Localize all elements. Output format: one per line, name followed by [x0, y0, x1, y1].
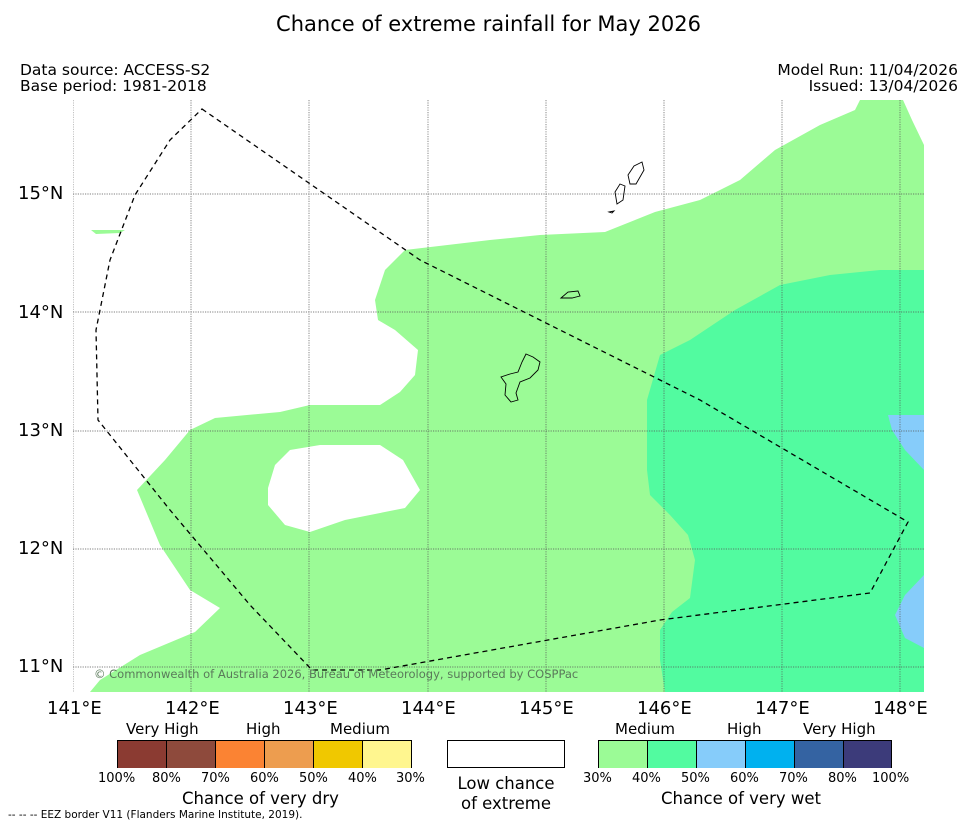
low-chance-title: Low chance of extreme — [447, 774, 565, 814]
lon-tick-143: 143°E — [283, 698, 338, 719]
island-aguijan — [607, 210, 616, 214]
copyright-text: © Commonwealth of Australia 2026, Bureau… — [94, 667, 579, 681]
lon-tick-142: 142°E — [165, 698, 220, 719]
dry-tick-60: 60% — [250, 771, 279, 786]
wet-colorbar — [598, 740, 892, 768]
header-left: Data source: ACCESS-S2 Base period: 1981… — [20, 62, 210, 94]
wet-swatch-5 — [795, 741, 844, 768]
dry-swatch-5 — [314, 741, 363, 768]
wet-tick-70: 70% — [779, 771, 808, 786]
footnote: -- -- -- EEZ border V11 (Flanders Marine… — [8, 809, 303, 821]
map-plot-area — [73, 100, 924, 692]
model-run: Model Run: 11/04/2026 — [777, 61, 958, 79]
data-source: Data source: ACCESS-S2 — [20, 61, 211, 79]
wet-tick-60: 60% — [730, 771, 759, 786]
lat-tick-14: 14°N — [18, 302, 64, 323]
low-chance-box — [447, 740, 565, 768]
island-rota — [559, 290, 581, 299]
dry-colorbar — [117, 740, 412, 768]
lat-tick-13: 13°N — [18, 420, 64, 441]
wet-tick-30: 30% — [583, 771, 612, 786]
dry-tick-80: 80% — [152, 771, 181, 786]
islands — [500, 161, 645, 403]
lon-tick-144: 144°E — [401, 698, 456, 719]
header-right: Model Run: 11/04/2026 Issued: 13/04/2026 — [777, 62, 958, 94]
island-tinian — [614, 183, 626, 205]
page-title: Chance of extreme rainfall for May 2026 — [276, 12, 701, 36]
region-small-strip — [91, 230, 125, 234]
base-period: Base period: 1981-2018 — [20, 77, 207, 95]
low-chance-line2: of extreme — [460, 794, 552, 813]
wet-tick-40: 40% — [632, 771, 661, 786]
dry-label-high: High — [246, 720, 281, 738]
wet-swatch-3 — [697, 741, 746, 768]
island-saipan — [627, 161, 645, 185]
region-low-wedge — [903, 100, 924, 145]
dry-tick-40: 40% — [348, 771, 377, 786]
wet-label-medium: Medium — [615, 720, 675, 738]
eez-border — [95, 108, 909, 671]
wet-tick-50: 50% — [681, 771, 710, 786]
lon-tick-147: 147°E — [755, 698, 810, 719]
wet-tick-80: 80% — [828, 771, 857, 786]
dry-tick-100: 100% — [98, 771, 136, 786]
region-medium-40-50 — [647, 270, 924, 692]
lon-tick-148: 148°E — [873, 698, 928, 719]
issued-date: Issued: 13/04/2026 — [808, 77, 958, 95]
dry-swatch-3 — [216, 741, 265, 768]
low-chance-line1: Low chance — [457, 774, 555, 793]
lat-tick-11: 11°N — [18, 656, 64, 677]
dry-title: Chance of very dry — [182, 789, 339, 808]
region-low-hole — [268, 445, 420, 532]
dry-swatch-1 — [118, 741, 167, 768]
wet-swatch-2 — [648, 741, 697, 768]
dry-tick-50: 50% — [299, 771, 328, 786]
dry-label-medium: Medium — [330, 720, 390, 738]
lat-tick-12: 12°N — [18, 538, 64, 559]
wet-tick-100: 100% — [872, 771, 910, 786]
region-high-50-60-south — [895, 575, 924, 648]
wet-swatch-6 — [844, 741, 891, 768]
lon-tick-146: 146°E — [637, 698, 692, 719]
graticule — [73, 100, 924, 692]
dry-swatch-2 — [167, 741, 216, 768]
dry-label-very-high: Very High — [126, 720, 199, 738]
region-high-50-60-north — [888, 415, 924, 470]
dry-tick-30: 30% — [396, 771, 425, 786]
wet-label-high: High — [727, 720, 762, 738]
lat-tick-15: 15°N — [18, 183, 64, 204]
wet-swatch-4 — [746, 741, 795, 768]
wet-title: Chance of very wet — [661, 789, 821, 808]
lon-tick-145: 145°E — [519, 698, 574, 719]
lon-tick-141: 141°E — [47, 698, 102, 719]
dry-swatch-6 — [363, 741, 411, 768]
dry-tick-70: 70% — [201, 771, 230, 786]
dry-swatch-4 — [265, 741, 314, 768]
island-guam — [500, 353, 541, 403]
wet-label-very-high: Very High — [803, 720, 876, 738]
wet-swatch-1 — [599, 741, 648, 768]
